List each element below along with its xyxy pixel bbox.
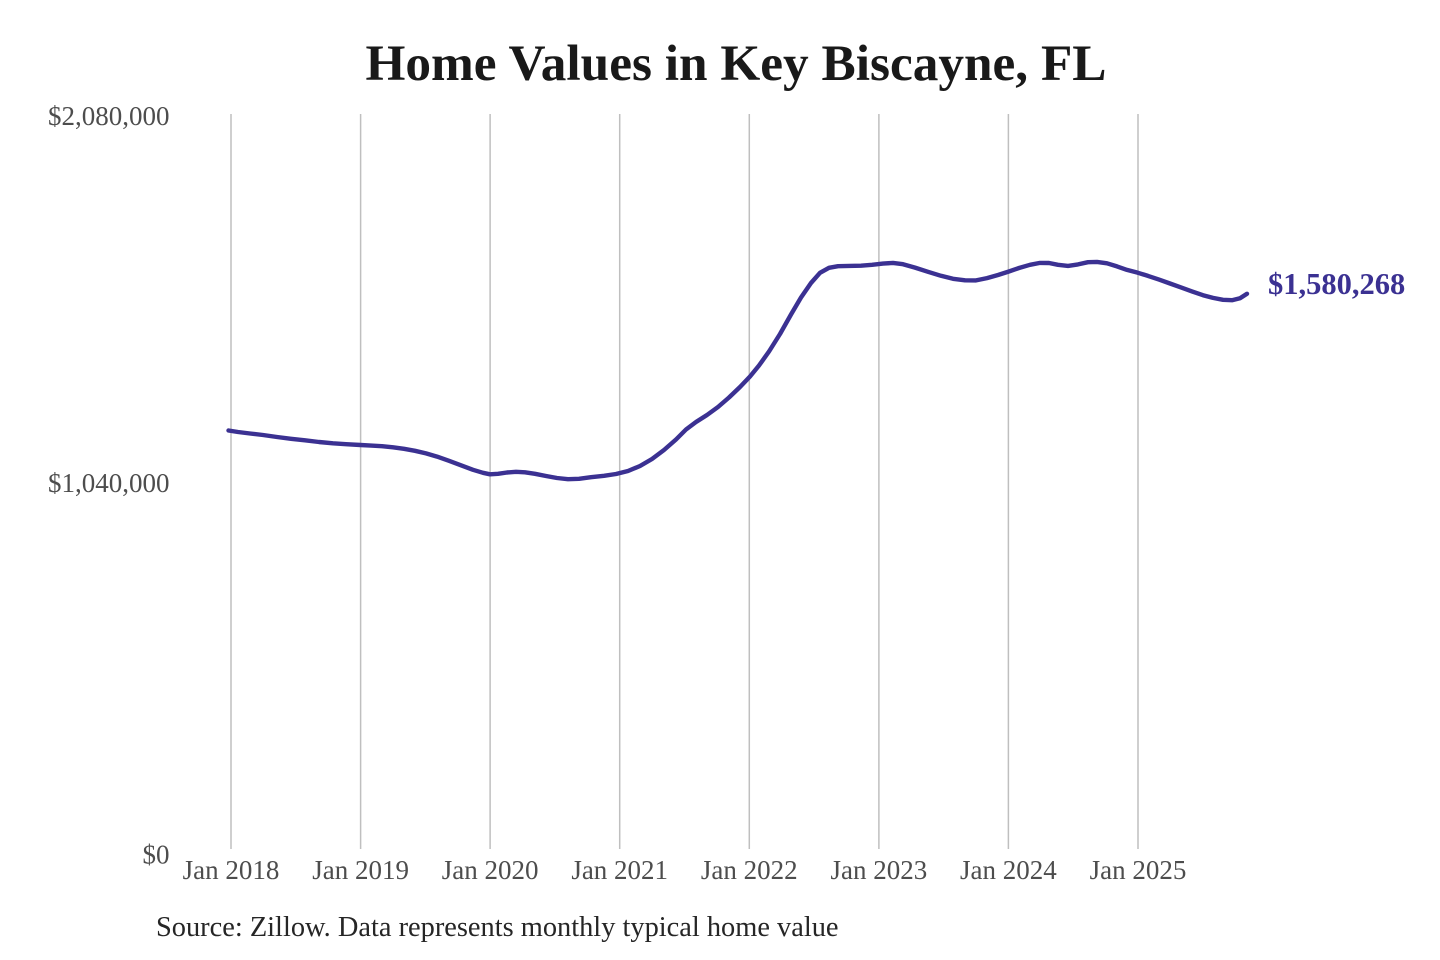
svg-text:$2,080,000: $2,080,000: [48, 101, 170, 131]
svg-text:Jan 2024: Jan 2024: [960, 855, 1057, 885]
svg-text:Jan 2022: Jan 2022: [701, 855, 798, 885]
svg-text:Jan 2023: Jan 2023: [831, 855, 928, 885]
svg-text:$1,040,000: $1,040,000: [48, 468, 170, 498]
svg-text:Jan 2021: Jan 2021: [571, 855, 668, 885]
svg-text:$0: $0: [143, 840, 170, 870]
svg-text:Jan 2020: Jan 2020: [442, 855, 539, 885]
svg-text:Jan 2025: Jan 2025: [1090, 855, 1187, 885]
svg-text:Source: Zillow. Data represent: Source: Zillow. Data represents monthly …: [156, 912, 839, 943]
svg-text:Home Values in Key Biscayne, F: Home Values in Key Biscayne, FL: [366, 35, 1107, 92]
svg-text:$1,580,268: $1,580,268: [1268, 267, 1405, 301]
svg-text:Jan 2019: Jan 2019: [312, 855, 409, 885]
svg-text:Jan 2018: Jan 2018: [183, 855, 280, 885]
